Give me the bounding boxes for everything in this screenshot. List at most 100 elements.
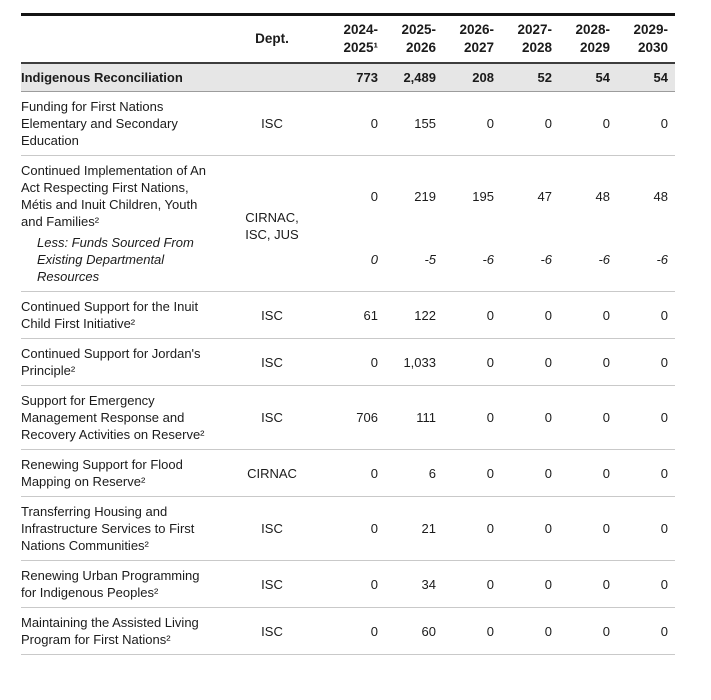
value-cell: 195 xyxy=(472,188,494,204)
value-cell: 0 xyxy=(443,385,501,450)
value-cell: 773 xyxy=(327,63,385,92)
program-label: Maintaining the Assisted Living Program … xyxy=(21,607,217,655)
value-cell: 2,489 xyxy=(385,63,443,92)
value-cell: 0 xyxy=(617,338,675,386)
dept-cell: ISC xyxy=(217,385,327,450)
year-column-header: 2024- 2025¹ xyxy=(327,14,385,64)
value-cell: 60 xyxy=(385,607,443,655)
table-row: Maintaining the Assisted Living Program … xyxy=(21,607,675,655)
value-cell: 61 xyxy=(327,291,385,339)
program-label: Continued Implementation of An Act Respe… xyxy=(21,163,207,229)
value-cell: 0 xyxy=(617,449,675,497)
value-cell: -5 xyxy=(385,232,443,292)
value-cell: -6 xyxy=(443,232,501,292)
year-column-header: 2027- 2028 xyxy=(501,14,559,64)
value-cell: 0 xyxy=(501,449,559,497)
value-cell: 0 xyxy=(327,338,385,386)
value-cell: 0 xyxy=(501,385,559,450)
value-cell: 0 xyxy=(443,338,501,386)
value-cell: 0 xyxy=(617,291,675,339)
dept-cell: ISC xyxy=(217,560,327,608)
dept-cell: ISC xyxy=(217,291,327,339)
program-label: Continued Support for Jordan's Principle… xyxy=(21,338,217,386)
dept-cell xyxy=(217,63,327,92)
dept-cell: CIRNAC xyxy=(217,449,327,497)
value-cell: 21 xyxy=(385,496,443,561)
value-cell: 48 xyxy=(595,188,610,204)
dept-cell: ISC xyxy=(217,338,327,386)
value-cell: 6 xyxy=(385,449,443,497)
value-cell: 0 xyxy=(501,607,559,655)
value-cell: 0 xyxy=(501,338,559,386)
program-label: Continued Support for the Inuit Child Fi… xyxy=(21,291,217,339)
value-cell: 0 xyxy=(501,560,559,608)
value-cell: 0 xyxy=(327,607,385,655)
table-row: Renewing Support for Flood Mapping on Re… xyxy=(21,449,675,497)
document-page: Dept. 2024- 2025¹ 2025- 2026 2026- 2027 … xyxy=(21,13,675,655)
dept-column-header: Dept. xyxy=(217,14,327,64)
header-row: Dept. 2024- 2025¹ 2025- 2026 2026- 2027 … xyxy=(21,14,675,64)
value-cell: 0 xyxy=(370,188,378,204)
value-cell: 0 xyxy=(559,449,617,497)
value-cell: 54 xyxy=(617,63,675,92)
value-cell: 208 xyxy=(443,63,501,92)
value-cell: 0 xyxy=(559,496,617,561)
table-row: Support for Emergency Management Respons… xyxy=(21,385,675,450)
value-cell: 219 xyxy=(414,188,436,204)
year-column-header: 2026- 2027 xyxy=(443,14,501,64)
year-column-header: 2029- 2030 xyxy=(617,14,675,64)
value-cell: 0 xyxy=(559,91,617,156)
value-cell: 706 xyxy=(327,385,385,450)
value-cell: 0 xyxy=(327,91,385,156)
program-label: Transferring Housing and Infrastructure … xyxy=(21,496,217,561)
table-header: Dept. 2024- 2025¹ 2025- 2026 2026- 2027 … xyxy=(21,14,675,64)
program-label: Renewing Support for Flood Mapping on Re… xyxy=(21,449,217,497)
program-label: Renewing Urban Programming for Indigenou… xyxy=(21,560,217,608)
value-cell: 0 xyxy=(617,607,675,655)
value-cell: 1,033 xyxy=(385,338,443,386)
value-cell: 34 xyxy=(385,560,443,608)
program-label: Support for Emergency Management Respons… xyxy=(21,385,217,450)
value-cell: 0 xyxy=(327,560,385,608)
dept-cell: ISC xyxy=(217,496,327,561)
value-cell: 0 xyxy=(617,385,675,450)
table-row: Continued Support for Jordan's Principle… xyxy=(21,338,675,386)
value-cell: 0 xyxy=(501,291,559,339)
value-cell: 47 xyxy=(537,188,552,204)
value-cell: 0 xyxy=(501,496,559,561)
value-cell: 54 xyxy=(559,63,617,92)
value-cell: 0 xyxy=(559,338,617,386)
value-cell: 155 xyxy=(385,91,443,156)
value-cell: 52 xyxy=(501,63,559,92)
measure-column-header xyxy=(21,14,217,64)
value-cell: 0 xyxy=(617,560,675,608)
value-cell: 0 xyxy=(327,232,385,292)
year-column-header: 2025- 2026 xyxy=(385,14,443,64)
value-cell: 0 xyxy=(443,560,501,608)
table-row: Renewing Urban Programming for Indigenou… xyxy=(21,560,675,608)
value-cell: 0 xyxy=(559,385,617,450)
value-cell: 0 xyxy=(327,496,385,561)
section-title: Indigenous Reconciliation xyxy=(21,63,217,92)
table-row: Continued Implementation of An Act Respe… xyxy=(21,155,675,292)
value-cell: 0 xyxy=(559,291,617,339)
table-subrow-less-funds: Less: Funds Sourced From Existing Depart… xyxy=(21,232,675,292)
value-cell: 0 xyxy=(443,607,501,655)
dept-cell: ISC xyxy=(217,607,327,655)
dept-cell: CIRNAC, ISC, JUS xyxy=(217,155,327,292)
year-column-header: 2028- 2029 xyxy=(559,14,617,64)
value-cell: 0 xyxy=(443,91,501,156)
value-cell: 0 xyxy=(617,91,675,156)
value-cell: 0 xyxy=(501,91,559,156)
value-cell: 0 xyxy=(443,449,501,497)
less-funds-label: Less: Funds Sourced From Existing Depart… xyxy=(21,232,217,292)
program-label: Funding for First Nations Elementary and… xyxy=(21,91,217,156)
value-cell: -6 xyxy=(501,232,559,292)
value-cell: 0 xyxy=(559,560,617,608)
value-cell: 0 xyxy=(559,607,617,655)
section-total-row: Indigenous Reconciliation 773 2,489 208 … xyxy=(21,63,675,92)
value-cell: 122 xyxy=(385,291,443,339)
value-cell: 0 xyxy=(327,449,385,497)
table-row: Transferring Housing and Infrastructure … xyxy=(21,496,675,561)
dept-cell: ISC xyxy=(217,91,327,156)
